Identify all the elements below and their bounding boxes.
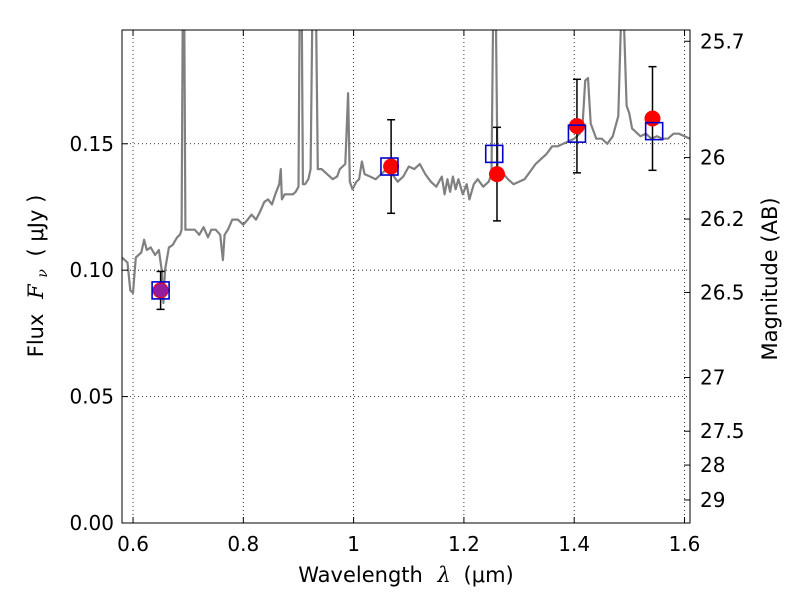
model-point <box>151 281 170 300</box>
x-tick-label: 1.4 <box>558 532 590 556</box>
x-tick-label: 1.6 <box>669 532 701 556</box>
y2-tick-label: 29 <box>700 488 725 512</box>
y-tick-label: 0.10 <box>69 258 114 282</box>
x-axis-ticks: 0.6 0.8 1 1.2 1.4 1.6 <box>117 30 700 556</box>
y-axis-label: Flux F ν ( μJy ) <box>24 195 52 358</box>
observed-point <box>568 118 585 135</box>
x-tick-label: 0.8 <box>227 532 259 556</box>
overlap-point <box>153 283 168 298</box>
observed-point <box>383 158 400 175</box>
grid-lines <box>122 30 690 523</box>
observed-point <box>488 166 505 183</box>
spectrum-series <box>122 30 690 305</box>
spectrum-line <box>122 30 690 305</box>
model-point <box>484 144 504 164</box>
y2-axis-ticks: 25.7 26 26.2 26.5 27 27.5 28 29 <box>684 29 745 512</box>
y2-tick-label: 26.2 <box>700 207 745 231</box>
x-tick-label: 1 <box>347 532 360 556</box>
y-tick-label: 0.05 <box>69 385 114 409</box>
model-point <box>567 124 587 143</box>
y2-tick-label: 25.7 <box>700 29 745 53</box>
y2-tick-label: 26 <box>700 146 725 170</box>
y2-tick-label: 27.5 <box>700 419 745 443</box>
y2-tick-label: 28 <box>700 453 725 477</box>
model-points <box>151 121 664 300</box>
y-tick-label: 0.00 <box>69 511 114 535</box>
plot-frame <box>121 29 691 524</box>
error-bars <box>156 65 657 311</box>
model-point <box>380 157 399 176</box>
observed-point <box>644 110 661 127</box>
y2-tick-label: 26.5 <box>700 280 745 304</box>
y-tick-label: 0.15 <box>69 132 114 156</box>
y2-axis-label: Magnitude (AB) <box>758 197 782 360</box>
x-tick-label: 1.2 <box>448 532 480 556</box>
y-axis-ticks: 0.00 0.05 0.10 0.15 <box>69 132 128 535</box>
y2-tick-label: 27 <box>700 366 725 390</box>
x-axis-label: Wavelength λ (μm) <box>298 563 513 587</box>
model-point <box>644 121 664 141</box>
x-tick-label: 0.6 <box>117 532 149 556</box>
